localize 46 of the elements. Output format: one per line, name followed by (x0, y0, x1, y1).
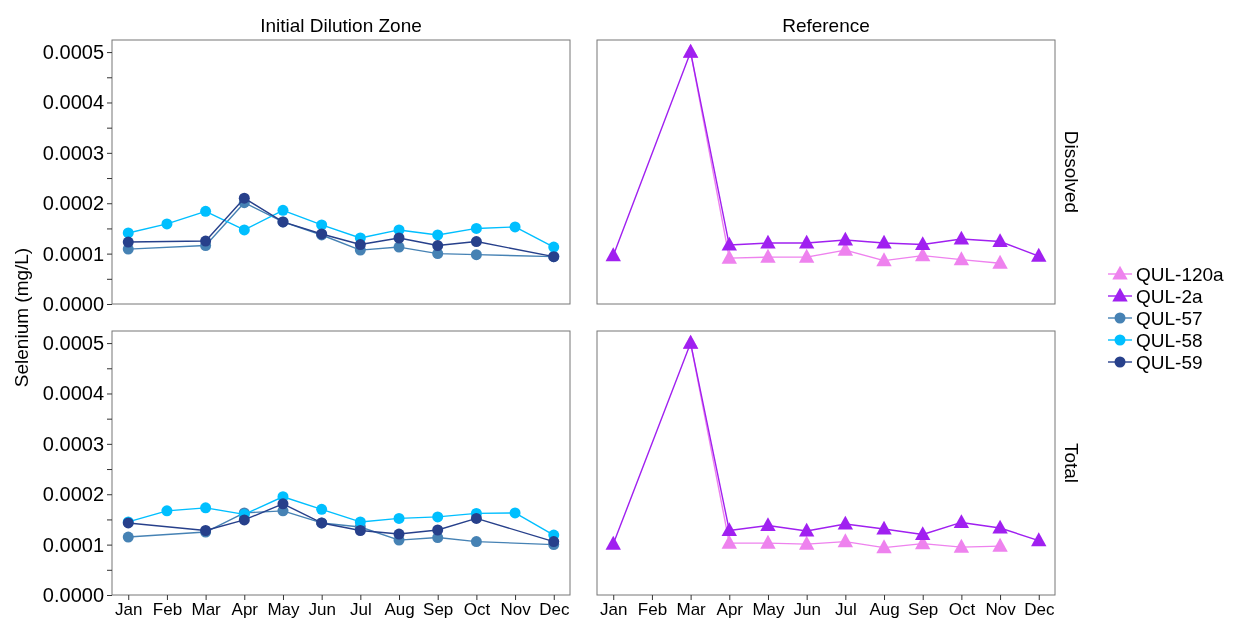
x-tick-label: Jan (600, 600, 628, 619)
x-tick-label: Apr (231, 600, 259, 619)
text: Total (1061, 442, 1082, 484)
legend-label: QUL-58 (1136, 330, 1203, 351)
y-tick-label: 0.0005 (42, 331, 104, 354)
x-tick-label: May (267, 600, 301, 619)
x-tick-label: Aug (384, 600, 415, 619)
y-tick-label: 0.0002 (42, 483, 104, 506)
x-tick-label: Jun (308, 600, 336, 619)
text: Dissolved (1061, 130, 1082, 214)
chart-title: Reference (782, 15, 870, 36)
x-tick-label: Mar (191, 600, 222, 619)
x-tick-label: Dec (539, 600, 570, 619)
x-tick-label: Dec (1024, 600, 1055, 619)
x-tick-label: Feb (152, 600, 183, 619)
chart-title: Initial Dilution Zone (260, 15, 422, 36)
x-tick-label: Nov (985, 600, 1017, 619)
y-tick-label: 0.0001 (42, 242, 104, 265)
y-tick-label: 0.0005 (42, 40, 104, 63)
y-tick-label: 0.0003 (42, 432, 104, 455)
x-tick-label: Apr (716, 600, 744, 619)
legend-label: QUL-2a (1136, 286, 1203, 307)
y-tick-label: 0.0002 (42, 192, 104, 215)
y-tick-label: 0.0001 (42, 533, 104, 556)
x-tick-label: Jul (349, 600, 372, 619)
x-tick-label: Mar (676, 600, 707, 619)
y-tick-label: 0.0004 (42, 91, 104, 114)
x-tick-label: Nov (500, 600, 532, 619)
x-tick-label: Sep (908, 600, 939, 619)
y-tick-label: 0.0004 (42, 382, 104, 405)
x-tick-label: Jul (834, 600, 857, 619)
y-axis-title: Selenium (mg/L) (11, 247, 32, 388)
x-tick-label: Oct (948, 600, 976, 619)
y-tick-label: 0.0003 (42, 141, 104, 164)
y-tick-label: 0.0000 (42, 292, 104, 315)
x-tick-label: Oct (463, 600, 491, 619)
legend-label: QUL-59 (1136, 352, 1203, 373)
x-tick-label: Aug (869, 600, 900, 619)
x-tick-label: Jan (115, 600, 143, 619)
legend-label: QUL-120a (1136, 264, 1225, 285)
x-tick-label: Feb (637, 600, 668, 619)
x-tick-label: Sep (423, 600, 454, 619)
y-tick-label: 0.0000 (42, 583, 104, 606)
x-tick-label: May (752, 600, 786, 619)
x-tick-label: Jun (793, 600, 821, 619)
legend-label: QUL-57 (1136, 308, 1203, 329)
